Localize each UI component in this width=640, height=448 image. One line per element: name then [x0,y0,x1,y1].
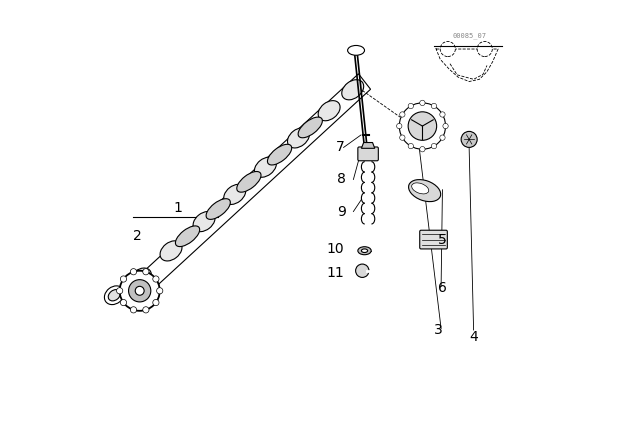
Circle shape [120,276,127,282]
Circle shape [420,146,425,152]
Text: 11: 11 [326,266,344,280]
Text: 9: 9 [337,205,346,219]
Ellipse shape [175,226,200,246]
Circle shape [431,103,436,109]
Text: 7: 7 [335,140,344,155]
Circle shape [131,269,136,275]
Circle shape [443,123,448,129]
Ellipse shape [298,117,323,138]
Circle shape [135,286,144,295]
Circle shape [131,307,136,313]
Circle shape [440,135,445,140]
Ellipse shape [108,289,120,301]
Circle shape [440,42,455,56]
Polygon shape [136,74,371,294]
Circle shape [420,100,425,106]
Ellipse shape [412,183,429,194]
Ellipse shape [348,45,365,55]
Text: 6: 6 [438,280,447,295]
Ellipse shape [318,101,340,121]
Ellipse shape [268,144,292,165]
Ellipse shape [362,249,367,253]
FancyBboxPatch shape [420,230,447,249]
Ellipse shape [224,184,246,204]
Circle shape [431,143,436,149]
Text: 8: 8 [337,172,346,186]
Text: 4: 4 [469,330,478,344]
Ellipse shape [206,199,230,220]
Circle shape [440,112,445,117]
Ellipse shape [237,172,261,192]
Circle shape [399,135,405,140]
Ellipse shape [193,211,215,232]
Circle shape [477,42,492,56]
Circle shape [120,271,160,311]
Ellipse shape [129,268,151,288]
Circle shape [129,280,151,302]
Circle shape [356,264,369,277]
Circle shape [399,103,445,149]
Circle shape [461,131,477,147]
Ellipse shape [160,241,182,261]
Circle shape [399,112,405,117]
Ellipse shape [358,247,371,255]
Ellipse shape [104,286,124,305]
Circle shape [408,112,436,140]
Circle shape [143,269,149,275]
Ellipse shape [342,80,364,100]
Text: 5: 5 [438,233,447,247]
Circle shape [116,288,123,294]
Circle shape [143,307,149,313]
Circle shape [153,299,159,306]
Text: 3: 3 [434,323,442,337]
Ellipse shape [408,180,441,202]
Polygon shape [362,142,375,148]
Circle shape [120,299,127,306]
FancyBboxPatch shape [358,147,378,161]
Text: 00085_07: 00085_07 [452,33,486,39]
Circle shape [157,288,163,294]
Circle shape [408,103,413,109]
Ellipse shape [287,128,309,148]
Circle shape [408,143,413,149]
Text: 2: 2 [133,229,142,243]
Text: 1: 1 [173,202,182,215]
Circle shape [153,276,159,282]
Circle shape [397,123,402,129]
Ellipse shape [255,157,276,177]
Text: 10: 10 [327,242,344,256]
